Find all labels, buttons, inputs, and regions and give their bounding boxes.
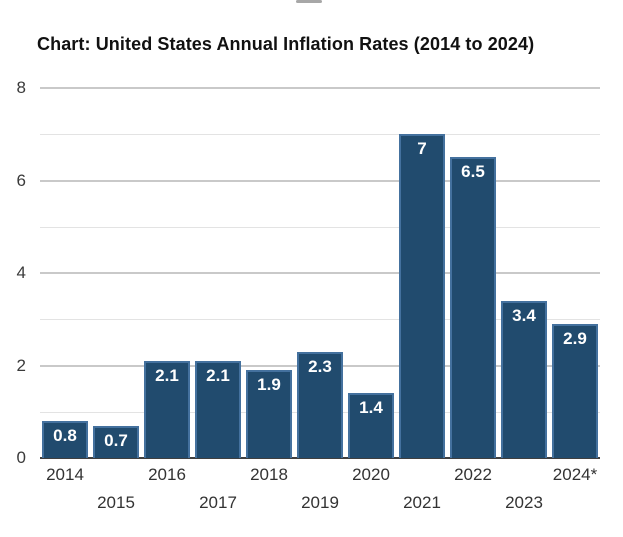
y-axis-tick-label: 6 (16, 171, 26, 190)
gridline (40, 227, 600, 228)
gridline (40, 87, 600, 89)
bar-value-label: 2.9 (563, 329, 587, 348)
gridline (40, 134, 600, 135)
bar-value-label: 1.9 (257, 375, 281, 394)
x-axis-tick-label: 2022 (454, 465, 492, 484)
bar-2021: 7 (399, 134, 445, 458)
bar-2023: 3.4 (501, 301, 547, 458)
bar-value-label: 0.7 (104, 431, 128, 450)
bar-2014: 0.8 (42, 421, 88, 458)
bar-value-label: 2.1 (206, 366, 230, 385)
bar-value-label: 3.4 (512, 306, 536, 325)
x-axis-tick-label: 2014 (46, 465, 84, 484)
bar-value-label: 2.3 (308, 357, 332, 376)
y-axis-tick-label: 2 (16, 356, 26, 375)
bar-value-label: 0.8 (53, 426, 77, 445)
gridline (40, 319, 600, 320)
bar-2015: 0.7 (93, 426, 139, 458)
y-axis-tick-label: 0 (16, 448, 26, 467)
x-axis-tick-label: 2019 (301, 493, 339, 512)
bar-value-label: 6.5 (461, 162, 485, 181)
x-axis-tick-label: 2020 (352, 465, 390, 484)
bar-value-label: 7 (417, 139, 427, 158)
x-axis-tick-label: 2015 (97, 493, 135, 512)
y-axis-tick-label: 4 (16, 263, 26, 282)
chart-title: Chart: United States Annual Inflation Ra… (37, 34, 535, 54)
bar-2020: 1.4 (348, 393, 394, 458)
x-axis-tick-label: 2021 (403, 493, 441, 512)
y-axis-tick-label: 8 (16, 78, 26, 97)
x-axis-tick-label: 2016 (148, 465, 186, 484)
bar-2019: 2.3 (297, 352, 343, 458)
bar-2017: 2.1 (195, 361, 241, 458)
x-axis-tick-label: 2017 (199, 493, 237, 512)
bar-value-label: 2.1 (155, 366, 179, 385)
bar-2022: 6.5 (450, 157, 496, 458)
bar-2016: 2.1 (144, 361, 190, 458)
gridline (40, 272, 600, 274)
x-axis-tick-label: 2023 (505, 493, 543, 512)
bar-2018: 1.9 (246, 370, 292, 458)
bar-2024: 2.9 (552, 324, 598, 458)
bar-value-label: 1.4 (359, 398, 383, 417)
x-axis-tick-label: 2018 (250, 465, 288, 484)
gridline (40, 180, 600, 182)
cropped-text-fragment (296, 0, 322, 3)
x-axis-tick-label: 2024* (552, 465, 598, 484)
x-axis-line (40, 457, 600, 459)
